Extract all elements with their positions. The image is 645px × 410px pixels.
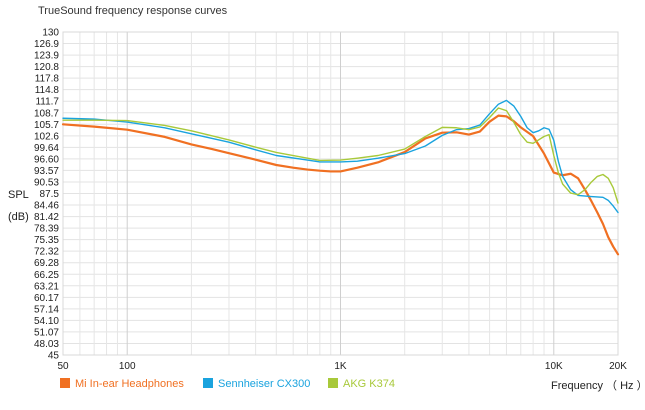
- y-tick-label: 114.8: [35, 85, 60, 96]
- series-line-3: [62, 107, 619, 204]
- y-tick-label: 75.35: [34, 235, 59, 246]
- plot-area-border: [62, 31, 619, 356]
- y-tick-label: 130: [42, 28, 59, 39]
- y-tick-label: 72.32: [34, 247, 59, 258]
- legend-label: AKG K374: [343, 378, 395, 390]
- y-tick-label: 45: [48, 351, 60, 362]
- y-tick-label: 108.7: [34, 108, 59, 119]
- y-tick-label: 66.25: [34, 270, 59, 281]
- y-tick-label: 87.5: [40, 189, 60, 200]
- y-tick-label: 78.39: [34, 224, 59, 235]
- y-tick-label: 102.6: [34, 131, 59, 142]
- chart-title: TrueSound frequency response curves: [38, 5, 228, 17]
- legend-swatch: [60, 378, 70, 388]
- series-line-2: [62, 99, 619, 214]
- y-axis-label-spl: SPL: [8, 189, 29, 201]
- y-axis-ticks: 130126.9123.9120.8117.8114.8111.7108.710…: [34, 28, 59, 362]
- y-tick-label: 48.03: [34, 339, 59, 350]
- y-tick-label: 81.42: [34, 212, 59, 223]
- series-lines: [61, 99, 620, 256]
- y-tick-label: 117.8: [35, 74, 60, 85]
- x-axis-ticks: 50 100 1K 10K 20K: [57, 361, 627, 372]
- legend: Mi In-ear Headphones Sennheiser CX300 AKG …: [60, 378, 395, 390]
- y-tick-label: 93.57: [34, 166, 59, 177]
- x-tick-label: 10K: [545, 361, 563, 372]
- grid-lines: [62, 31, 619, 356]
- y-tick-label: 84.46: [34, 201, 59, 212]
- y-tick-label: 90.53: [34, 177, 59, 188]
- legend-swatch: [203, 378, 213, 388]
- y-tick-label: 120.8: [34, 62, 59, 73]
- series-line-1: [61, 114, 620, 256]
- y-tick-label: 60.17: [34, 293, 59, 304]
- y-tick-label: 99.64: [34, 143, 59, 154]
- y-tick-label: 96.60: [34, 154, 59, 165]
- y-tick-label: 111.7: [35, 97, 59, 108]
- x-tick-label: 1K: [334, 361, 347, 372]
- y-axis-label-db: (dB): [8, 211, 29, 223]
- legend-label: Sennheiser CX300: [218, 378, 310, 390]
- y-tick-label: 51.07: [34, 327, 59, 338]
- x-axis-label: Frequency （ Hz ）: [551, 379, 645, 392]
- x-tick-label: 20K: [609, 361, 627, 372]
- y-tick-label: 126.9: [34, 39, 59, 50]
- y-tick-label: 63.21: [34, 281, 59, 292]
- legend-swatch: [328, 378, 338, 388]
- x-tick-label: 50: [57, 361, 69, 372]
- x-tick-label: 100: [119, 361, 136, 372]
- legend-label: Mi In-ear Headphones: [75, 378, 184, 390]
- y-tick-label: 105.7: [34, 120, 59, 131]
- y-tick-label: 69.28: [34, 258, 59, 269]
- y-tick-label: 54.10: [34, 316, 59, 327]
- y-tick-label: 57.14: [34, 304, 59, 315]
- y-tick-label: 123.9: [34, 51, 59, 62]
